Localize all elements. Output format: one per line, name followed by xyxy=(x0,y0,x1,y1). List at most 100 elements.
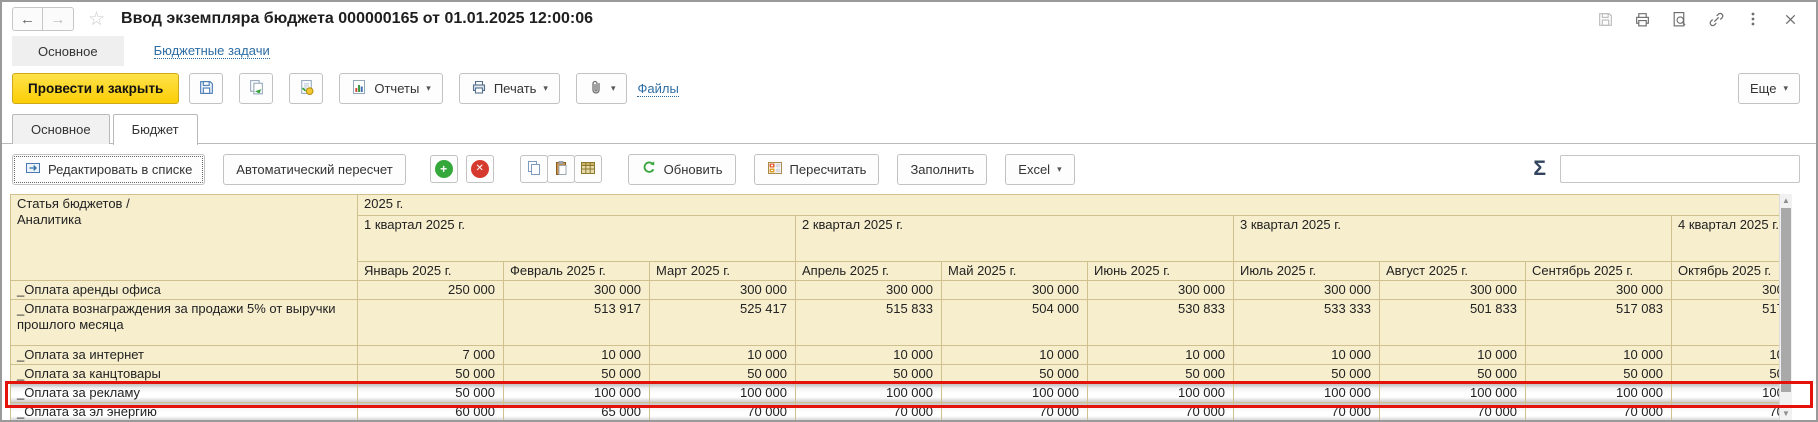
value-cell[interactable]: 7 000 xyxy=(357,345,504,365)
forward-button[interactable]: → xyxy=(43,7,74,31)
scroll-thumb[interactable] xyxy=(1781,208,1791,392)
value-cell[interactable]: 300 000 xyxy=(941,280,1088,300)
value-cell[interactable]: 70 000 xyxy=(1670,402,1792,420)
value-cell[interactable]: 70 000 xyxy=(795,402,942,420)
save-button[interactable] xyxy=(189,73,224,104)
scroll-down-arrow[interactable]: ▼ xyxy=(1782,409,1790,418)
value-cell[interactable]: 10 000 xyxy=(503,345,650,365)
value-cell[interactable]: 50 000 xyxy=(1670,364,1792,384)
value-cell[interactable]: 10 000 xyxy=(1233,345,1380,365)
excel-button[interactable]: Excel ▾ xyxy=(1005,153,1075,185)
value-cell[interactable]: 65 000 xyxy=(503,402,650,420)
save-icon[interactable] xyxy=(1595,9,1615,29)
value-cell[interactable]: 100 000 xyxy=(941,383,1088,403)
article-cell[interactable]: _Оплата за канцтовары xyxy=(10,364,358,384)
add-row-button[interactable]: + xyxy=(429,155,458,183)
article-cell[interactable]: _Оплата вознаграждения за продажи 5% от … xyxy=(10,299,358,346)
value-cell[interactable]: 300 000 xyxy=(649,280,796,300)
value-cell[interactable]: 300 000 xyxy=(1670,280,1792,300)
vertical-scrollbar[interactable]: ▲ ▼ xyxy=(1779,194,1792,420)
files-link[interactable]: Файлы xyxy=(637,80,679,97)
value-cell[interactable]: 300 000 xyxy=(1233,280,1380,300)
value-cell[interactable] xyxy=(357,299,504,346)
post-and-close-button[interactable]: Провести и закрыть xyxy=(12,73,180,104)
delete-row-button[interactable]: ✕ xyxy=(465,155,494,183)
value-cell[interactable]: 70 000 xyxy=(1087,402,1234,420)
value-cell[interactable]: 50 000 xyxy=(1087,364,1234,384)
value-cell[interactable]: 10 000 xyxy=(649,345,796,365)
nav-link-budget-tasks[interactable]: Бюджетные задачи xyxy=(153,43,270,59)
value-cell[interactable]: 50 000 xyxy=(649,364,796,384)
attachments-button[interactable]: ▾ xyxy=(575,73,628,104)
value-cell[interactable]: 100 000 xyxy=(1379,383,1526,403)
value-cell[interactable]: 50 000 xyxy=(503,364,650,384)
value-cell[interactable]: 300 000 xyxy=(1379,280,1526,300)
value-cell[interactable]: 515 833 xyxy=(795,299,942,346)
more-kebab-icon[interactable] xyxy=(1743,9,1763,29)
value-cell[interactable]: 10 000 xyxy=(1087,345,1234,365)
value-cell[interactable]: 60 000 xyxy=(357,402,504,420)
post-document-button[interactable] xyxy=(239,73,274,104)
value-cell[interactable]: 70 000 xyxy=(649,402,796,420)
print-icon[interactable] xyxy=(1632,9,1652,29)
value-cell[interactable]: 250 000 xyxy=(357,280,504,300)
value-cell[interactable]: 300 000 xyxy=(1525,280,1672,300)
refresh-button[interactable]: Обновить xyxy=(627,153,736,185)
copy-button[interactable] xyxy=(519,155,548,183)
value-cell[interactable]: 100 000 xyxy=(649,383,796,403)
value-cell[interactable]: 50 000 xyxy=(1525,364,1672,384)
value-cell[interactable]: 50 000 xyxy=(1379,364,1526,384)
reports-button[interactable]: Отчеты ▾ xyxy=(339,73,443,104)
value-cell[interactable]: 50 000 xyxy=(357,364,504,384)
value-cell[interactable]: 50 000 xyxy=(941,364,1088,384)
value-cell[interactable]: 300 000 xyxy=(795,280,942,300)
value-cell[interactable]: 513 917 xyxy=(503,299,650,346)
value-cell[interactable]: 70 000 xyxy=(1379,402,1526,420)
print-button[interactable]: Печать ▾ xyxy=(458,73,560,104)
close-icon[interactable] xyxy=(1780,9,1800,29)
value-cell[interactable]: 517 083 xyxy=(1670,299,1792,346)
more-button[interactable]: Еще ▾ xyxy=(1738,73,1800,104)
tab-budget[interactable]: Бюджет xyxy=(112,114,198,145)
value-cell[interactable]: 100 000 xyxy=(1087,383,1234,403)
value-cell[interactable]: 10 000 xyxy=(1525,345,1672,365)
value-cell[interactable]: 525 417 xyxy=(649,299,796,346)
grid-settings-button[interactable] xyxy=(573,155,602,183)
value-cell[interactable]: 100 000 xyxy=(795,383,942,403)
sum-input[interactable] xyxy=(1560,155,1800,183)
article-cell[interactable]: _Оплата за рекламу xyxy=(10,383,358,403)
value-cell[interactable]: 70 000 xyxy=(941,402,1088,420)
value-cell[interactable]: 100 000 xyxy=(1670,383,1792,403)
article-cell[interactable]: _Оплата за интернет xyxy=(10,345,358,365)
tab-main[interactable]: Основное xyxy=(12,114,110,144)
value-cell[interactable]: 300 000 xyxy=(1087,280,1234,300)
value-cell[interactable]: 100 000 xyxy=(1525,383,1672,403)
back-button[interactable]: ← xyxy=(12,7,43,31)
value-cell[interactable]: 70 000 xyxy=(1525,402,1672,420)
value-cell[interactable]: 50 000 xyxy=(357,383,504,403)
value-cell[interactable]: 10 000 xyxy=(941,345,1088,365)
value-cell[interactable]: 10 000 xyxy=(1670,345,1792,365)
value-cell[interactable]: 100 000 xyxy=(503,383,650,403)
paste-button[interactable] xyxy=(546,155,575,183)
nav-item-main[interactable]: Основное xyxy=(12,36,124,66)
value-cell[interactable]: 300 000 xyxy=(503,280,650,300)
value-cell[interactable]: 517 083 xyxy=(1525,299,1672,346)
article-cell[interactable]: _Оплата аренды офиса xyxy=(10,280,358,300)
favorite-star-icon[interactable]: ☆ xyxy=(88,8,106,30)
value-cell[interactable]: 50 000 xyxy=(1233,364,1380,384)
value-cell[interactable]: 504 000 xyxy=(941,299,1088,346)
auto-recalc-button[interactable]: Автоматический пересчет xyxy=(223,153,406,185)
value-cell[interactable]: 533 333 xyxy=(1233,299,1380,346)
value-cell[interactable]: 10 000 xyxy=(795,345,942,365)
link-icon[interactable] xyxy=(1706,9,1726,29)
recalculate-button[interactable]: Пересчитать xyxy=(753,153,880,185)
value-cell[interactable]: 50 000 xyxy=(795,364,942,384)
value-cell[interactable]: 501 833 xyxy=(1379,299,1526,346)
article-cell[interactable]: _Оплата за эл энергию xyxy=(10,402,358,420)
edit-in-list-button[interactable]: Редактировать в списке xyxy=(12,153,206,185)
fill-button[interactable]: Заполнить xyxy=(897,153,988,185)
value-cell[interactable]: 530 833 xyxy=(1087,299,1234,346)
preview-icon[interactable] xyxy=(1669,9,1689,29)
create-based-on-button[interactable] xyxy=(289,73,324,104)
